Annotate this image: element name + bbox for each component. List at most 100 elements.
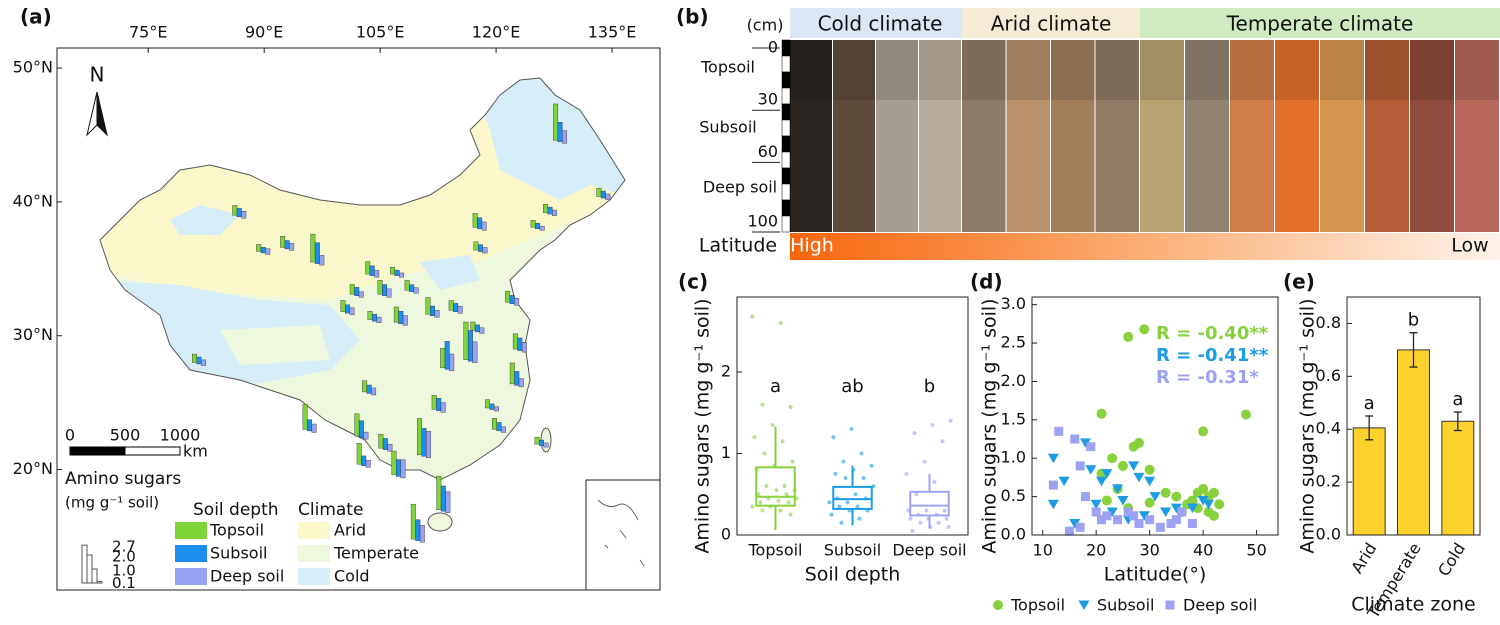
site-bar — [365, 261, 371, 275]
data-point — [1144, 464, 1155, 475]
box — [832, 485, 873, 510]
site-bar — [496, 422, 502, 432]
site-bar — [232, 205, 238, 216]
site-bar — [376, 316, 382, 323]
lat-tick-label: 30°N — [13, 325, 53, 344]
depth-ruler — [781, 39, 791, 57]
legend-title: Soil depth — [193, 500, 279, 520]
site-bar — [539, 225, 545, 231]
data-point — [1214, 499, 1225, 510]
legend-label: Deep soil — [210, 567, 284, 586]
data-point — [869, 463, 874, 468]
x-tick-label: Subsoil — [824, 541, 881, 560]
site-bar — [196, 356, 202, 365]
site-bar — [535, 223, 541, 230]
site-bar — [562, 130, 568, 144]
latitude-gradient — [790, 233, 1500, 260]
data-point — [1079, 438, 1091, 448]
data-point — [829, 512, 834, 517]
significance-letter: b — [1408, 310, 1419, 331]
layer-label: Deep soil — [703, 178, 777, 197]
data-point — [1198, 483, 1209, 494]
data-point — [1129, 511, 1139, 521]
data-point — [859, 451, 864, 456]
data-point — [1123, 331, 1134, 342]
site-bar — [426, 431, 431, 459]
site-bar — [410, 503, 416, 540]
site-bar — [374, 269, 380, 278]
depth-ruler — [781, 119, 791, 137]
data-point — [1101, 495, 1112, 506]
site-bar — [340, 300, 346, 312]
site-bar — [457, 306, 463, 314]
lon-tick-label: 90°E — [245, 23, 283, 42]
site-bar — [417, 418, 422, 456]
significance-letter: a — [770, 376, 781, 397]
significance-letter: a — [1364, 393, 1375, 414]
legend-swatch — [175, 545, 207, 562]
data-point — [1208, 487, 1219, 498]
y-tick-label: 2.5 — [1001, 333, 1026, 352]
x-tick-label: 30 — [1139, 541, 1159, 560]
data-point — [1102, 511, 1112, 521]
data-point — [1096, 476, 1108, 487]
depth-ruler — [781, 87, 791, 105]
site-bar — [372, 313, 377, 322]
data-point — [1197, 495, 1209, 506]
soil-photo-shade — [919, 40, 961, 100]
panel-label: (e) — [1283, 270, 1315, 294]
data-point — [1070, 434, 1080, 444]
soil-photo — [1140, 40, 1184, 232]
site-bar — [517, 337, 523, 351]
site-bar — [440, 402, 446, 413]
data-point — [750, 504, 755, 509]
data-point — [762, 451, 767, 456]
scale-label: 0 — [65, 426, 75, 445]
site-bar — [539, 439, 544, 446]
depth-label: 30 — [758, 90, 778, 109]
y-tick-label: 0.4 — [1316, 419, 1341, 438]
site-bar — [453, 303, 459, 313]
x-tick-label: 10 — [1033, 541, 1053, 560]
data-point — [786, 500, 791, 505]
y-axis-label: Amino sugars (mg g⁻¹ soil) — [692, 298, 714, 553]
site-bar — [307, 419, 313, 432]
depth-ruler — [781, 135, 791, 153]
soil-photo — [1410, 40, 1454, 232]
site-bar — [467, 330, 473, 362]
site-bar — [425, 297, 431, 315]
soil-photo — [1275, 40, 1319, 232]
soil-photo — [1365, 40, 1409, 232]
x-tick-label: Topsoil — [747, 541, 802, 560]
site-bar — [394, 269, 400, 276]
data-point — [778, 508, 783, 513]
data-point — [944, 516, 949, 521]
x-tick-label: 40 — [1193, 541, 1213, 560]
data-point — [1177, 507, 1187, 517]
data-point — [839, 520, 844, 525]
annotation: R = -0.40** — [1156, 323, 1269, 344]
legend-swatch — [298, 545, 330, 562]
site-bar — [389, 266, 395, 275]
legend-step-label: 2.7 — [112, 538, 136, 556]
x-tick-label: Cold — [1434, 539, 1469, 579]
y-tick-label: 0.2 — [1316, 472, 1341, 491]
data-point — [1097, 515, 1107, 525]
site-bar — [363, 431, 369, 440]
site-bar — [547, 206, 553, 215]
site-bar — [354, 413, 360, 437]
map-panel: N (a) Amino sugars (mg g⁻¹ soil) Soil de… — [20, 5, 661, 591]
soil-photo-shade — [1365, 40, 1409, 100]
site-bar — [393, 306, 399, 323]
site-bar — [505, 290, 511, 303]
site-bar — [543, 442, 549, 448]
site-bar — [361, 455, 367, 466]
legend-marker — [1165, 600, 1175, 610]
site-bar — [382, 438, 388, 450]
scale-label: 500 — [110, 426, 141, 445]
site-bar — [319, 255, 325, 266]
x-axis-label: Latitude(°) — [1104, 564, 1207, 586]
soil-photo-shade — [1006, 40, 1050, 100]
data-point — [1133, 437, 1144, 448]
